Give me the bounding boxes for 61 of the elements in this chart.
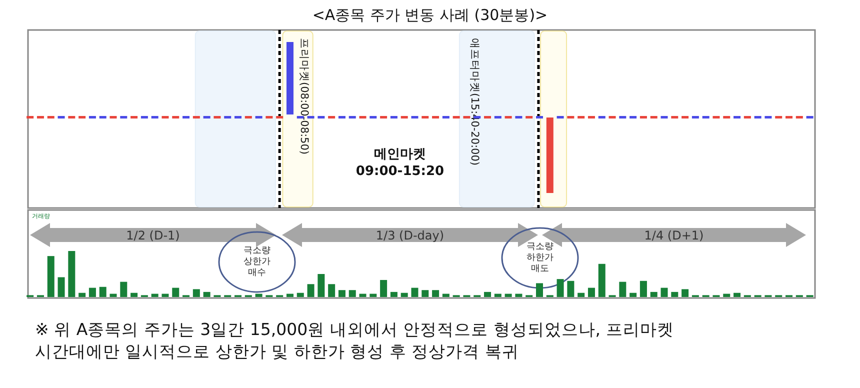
bar bbox=[422, 290, 429, 297]
bar bbox=[494, 294, 502, 297]
bar bbox=[120, 282, 128, 297]
text: 1/3 (D-day) bbox=[376, 228, 444, 242]
bar bbox=[630, 292, 637, 297]
bar bbox=[619, 282, 626, 297]
bar bbox=[671, 292, 678, 297]
bar bbox=[162, 294, 169, 297]
bar bbox=[400, 292, 408, 297]
bar bbox=[296, 292, 304, 297]
bar bbox=[348, 290, 356, 297]
bar bbox=[151, 294, 158, 297]
bar bbox=[255, 294, 262, 297]
bar bbox=[536, 283, 543, 297]
bar bbox=[650, 292, 658, 297]
bar bbox=[68, 251, 76, 297]
text: 1/4 (D+1) bbox=[644, 228, 704, 242]
bar bbox=[442, 294, 450, 297]
annotation: 09:00-15:20 bbox=[356, 164, 444, 179]
bar bbox=[130, 292, 138, 297]
chart-title: <A종목 주가 변동 사례 (30분봉)> bbox=[312, 6, 548, 24]
annotation: 프리마켓(08:00-08:50) bbox=[298, 38, 310, 155]
bar bbox=[734, 292, 741, 297]
bar bbox=[110, 294, 117, 297]
bar bbox=[88, 288, 96, 297]
bar bbox=[411, 288, 418, 297]
text: 1/2 (D-1) bbox=[126, 228, 180, 242]
bar bbox=[192, 289, 200, 297]
bar bbox=[588, 288, 595, 297]
bar bbox=[504, 294, 512, 297]
bar bbox=[640, 280, 647, 297]
bar bbox=[307, 284, 314, 297]
bar bbox=[47, 256, 54, 297]
bar bbox=[338, 290, 346, 297]
bar bbox=[567, 280, 574, 297]
bar bbox=[359, 294, 366, 297]
bar bbox=[370, 294, 377, 297]
bar bbox=[99, 286, 106, 297]
annotation: 극소량 상한가 매수 bbox=[244, 246, 270, 278]
bar bbox=[78, 292, 86, 297]
bar bbox=[484, 292, 492, 297]
bar bbox=[432, 290, 440, 297]
bar bbox=[578, 292, 585, 297]
annotation: 메인마켓 bbox=[374, 147, 426, 162]
bar bbox=[723, 294, 730, 297]
bar bbox=[390, 292, 398, 297]
bar bbox=[286, 294, 294, 297]
bar bbox=[556, 279, 564, 297]
bar bbox=[380, 280, 388, 297]
bar bbox=[172, 288, 180, 297]
text: ※ 위 A종목의 주가는 3일간 15,000원 내외에서 안정적으로 형성되었으나, 프리마켓 시간대에만 일시적으로 상한가 및 하한가 형성 후 정상가격 복귀 bbox=[35, 320, 674, 361]
bar bbox=[203, 292, 210, 297]
bar bbox=[328, 284, 336, 297]
bar bbox=[598, 264, 606, 297]
bar bbox=[318, 274, 325, 297]
bar bbox=[660, 288, 668, 297]
annotation: 애프터마켓(15:40-20:00) bbox=[468, 38, 480, 166]
annotation: 극소량 하한가 매도 bbox=[526, 242, 554, 274]
bar bbox=[58, 277, 65, 297]
bar bbox=[682, 289, 689, 297]
bar bbox=[515, 294, 522, 297]
